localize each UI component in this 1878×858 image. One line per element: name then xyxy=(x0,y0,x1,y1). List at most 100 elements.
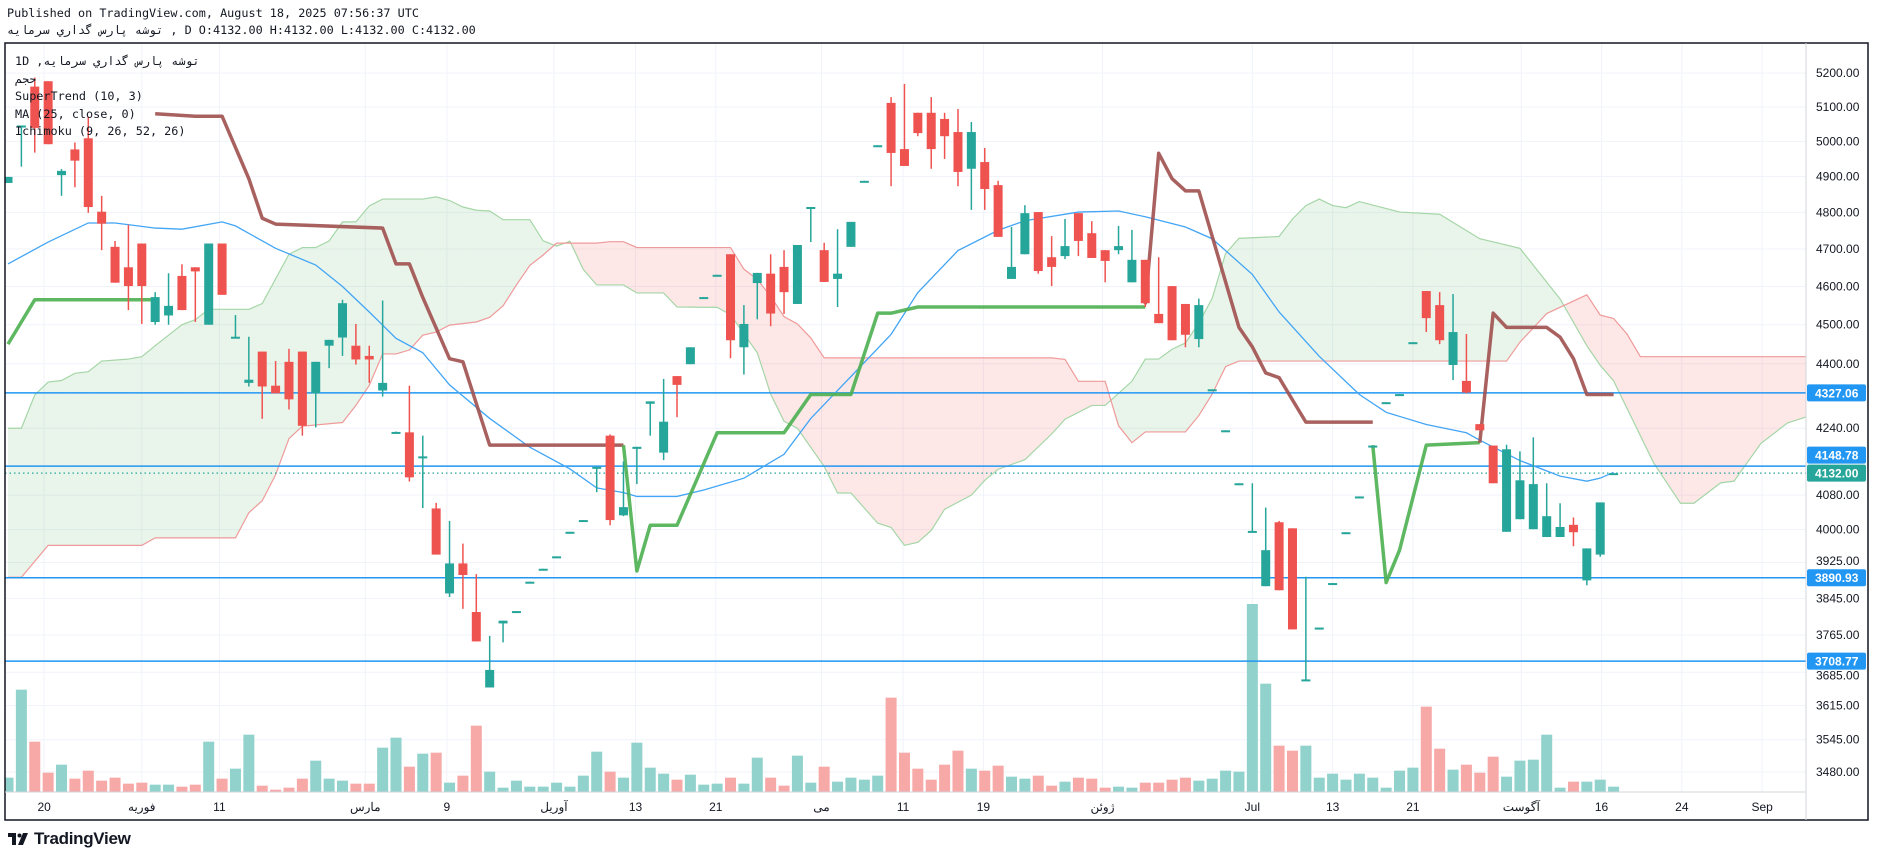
chart-frame xyxy=(4,42,1869,821)
volume-bar xyxy=(1072,777,1084,792)
volume-bar xyxy=(417,753,429,792)
supertrend-up-line xyxy=(621,305,1146,573)
time-tick-label: 11 xyxy=(213,800,226,814)
volume-bar xyxy=(832,781,844,792)
cloud-segment xyxy=(442,198,450,329)
candle-body xyxy=(1154,313,1164,324)
volume-bar xyxy=(1353,773,1365,792)
cloud-segment xyxy=(1519,248,1527,343)
candle-body xyxy=(712,274,722,277)
cloud-segment xyxy=(1125,381,1132,443)
candle-body xyxy=(1261,550,1271,587)
cloud-segment xyxy=(108,360,116,546)
candle xyxy=(257,351,267,419)
volume-bar xyxy=(872,775,884,792)
candle xyxy=(833,229,843,308)
volume-bar xyxy=(15,689,27,792)
price-tick-label: 3845.00 xyxy=(1816,591,1860,605)
cloud-segment xyxy=(891,357,898,537)
cloud-segment xyxy=(1546,281,1554,314)
candles xyxy=(5,77,1619,688)
cloud-segment xyxy=(1406,212,1413,362)
cloud-segment xyxy=(1138,359,1146,438)
cloud-segment xyxy=(864,357,872,516)
cloud-segment xyxy=(128,357,136,546)
candle xyxy=(792,244,802,304)
cloud-segment xyxy=(1660,356,1668,484)
candle xyxy=(1609,473,1619,476)
candle-body xyxy=(177,275,187,311)
candle-body xyxy=(498,620,508,624)
volume-bar xyxy=(1420,706,1432,792)
cloud-segment xyxy=(1252,237,1260,362)
cloud-segment xyxy=(523,219,530,276)
candle xyxy=(1261,507,1271,587)
candle xyxy=(1461,334,1471,394)
time-tick-label: آگوست xyxy=(1503,799,1541,814)
legend-volume[interactable]: مجح xyxy=(15,71,37,86)
candle-body xyxy=(83,138,93,208)
cloud-segment xyxy=(21,411,29,578)
candle xyxy=(1100,250,1110,283)
cloud-segment xyxy=(1151,359,1159,432)
volume-bar xyxy=(69,778,81,792)
legend-ma[interactable]: MA (25, close, 0) xyxy=(15,106,136,121)
time-tick-label: مارس xyxy=(350,800,381,814)
candle-body xyxy=(578,520,588,523)
legend-supertrend[interactable]: SuperTrend (10, 3) xyxy=(15,89,143,103)
volume-bar xyxy=(1514,760,1526,792)
cloud-segment xyxy=(449,200,457,326)
candle xyxy=(1475,424,1485,431)
tradingview-logo[interactable]: TradingView xyxy=(8,829,131,849)
time-tick-label: 24 xyxy=(1675,800,1689,814)
candle-body xyxy=(1114,246,1124,251)
candle xyxy=(311,361,321,428)
volume-bar xyxy=(1019,778,1031,792)
cloud-segment xyxy=(1754,356,1761,453)
cloud-segment xyxy=(1566,301,1574,323)
cloud-segment xyxy=(603,241,611,285)
volume-bar xyxy=(403,766,415,792)
cloud-segment xyxy=(74,372,82,546)
cloud-segment xyxy=(623,241,631,289)
candle-body xyxy=(552,556,562,559)
price-tick-label: 3685.00 xyxy=(1816,669,1860,683)
legend-ichimoku[interactable]: Ichimoku (9, 26, 52, 26) xyxy=(15,124,186,138)
candle xyxy=(190,267,200,323)
candle-body xyxy=(391,431,401,434)
volume-bar xyxy=(711,783,723,792)
candle-body xyxy=(1461,380,1471,393)
volume-bar xyxy=(229,768,241,792)
cloud-segment xyxy=(1647,356,1654,464)
volume-bar xyxy=(1487,756,1499,792)
cloud-segment xyxy=(670,247,677,308)
time-tick-label: آوریل xyxy=(540,799,568,814)
candle xyxy=(1421,291,1431,333)
volume-bar xyxy=(577,775,589,792)
candle xyxy=(1301,576,1311,682)
cloud-segment xyxy=(188,319,196,538)
cloud-segment xyxy=(1212,275,1219,395)
cloud-segment xyxy=(1633,345,1641,436)
cloud-segment xyxy=(215,309,223,538)
candle-body xyxy=(833,273,843,279)
cloud-segment xyxy=(262,291,269,501)
price-axis[interactable]: 5200.00 5100.00 5000.00 4900.00 4800.00 4700.… xyxy=(1807,66,1866,779)
candle xyxy=(1582,548,1592,586)
candle-body xyxy=(913,112,923,134)
time-axis[interactable]: 20 فوریه 11 مارس 9 آوریل 13 21 می 11 19 ژوئن Jul 13 21… xyxy=(37,799,1773,814)
cloud-segment xyxy=(1533,265,1541,328)
volume-bar xyxy=(243,734,255,792)
volume-bar xyxy=(1126,787,1138,792)
time-tick-label: ژوئن xyxy=(1090,800,1114,814)
price-tick-label: 3480.00 xyxy=(1816,765,1860,779)
cloud-segment xyxy=(663,247,671,300)
time-tick-label: 11 xyxy=(897,800,910,814)
symbol-name: هيامرس يرادگ سراپ هشوت xyxy=(7,23,164,37)
candle-body xyxy=(431,508,441,555)
candle xyxy=(1234,483,1244,486)
candle-body xyxy=(404,432,414,478)
cloud-segment xyxy=(1305,202,1313,362)
candle-body xyxy=(418,456,428,459)
